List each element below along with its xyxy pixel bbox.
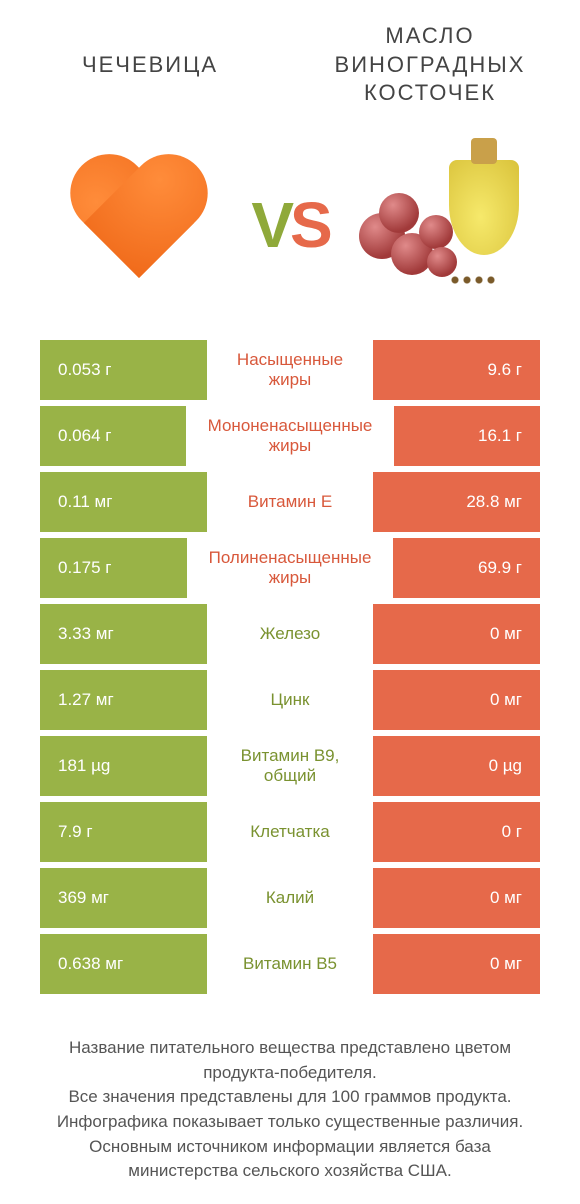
table-row: 1.27 мг Цинк 0 мг — [40, 670, 540, 730]
nutrient-name: Витамин B5 — [239, 954, 341, 974]
nutrient-name: Витамин B9, общий — [225, 746, 356, 786]
left-value-cell: 0.11 мг — [40, 472, 207, 532]
footer-line: Название питательного вещества представл… — [34, 1036, 546, 1085]
nutrient-name-cell: Калий — [207, 868, 374, 928]
grape-oil-icon — [359, 155, 529, 295]
nutrient-name-cell: Мононенасыщенные жиры — [186, 406, 395, 466]
right-value: 69.9 г — [478, 558, 522, 578]
right-value-cell: 0 г — [373, 802, 540, 862]
table-row: 0.175 г Полиненасыщенные жиры 69.9 г — [40, 538, 540, 598]
left-value: 181 µg — [58, 756, 110, 776]
left-value-cell: 0.175 г — [40, 538, 187, 598]
right-value-cell: 0 мг — [373, 670, 540, 730]
vs-label: VS — [251, 188, 328, 262]
nutrient-name: Железо — [256, 624, 324, 644]
left-value: 0.638 мг — [58, 954, 123, 974]
left-product-image — [30, 130, 241, 320]
header: ЧЕЧЕВИЦА МАСЛО ВИНОГРАДНЫХ КОСТОЧЕК — [0, 0, 580, 130]
table-row: 3.33 мг Железо 0 мг — [40, 604, 540, 664]
nutrient-name: Цинк — [267, 690, 314, 710]
left-value-cell: 7.9 г — [40, 802, 207, 862]
product-images-row: VS — [0, 130, 580, 320]
nutrient-name: Полиненасыщенные жиры — [205, 548, 376, 588]
right-value-cell: 0 мг — [373, 604, 540, 664]
left-product-title: ЧЕЧЕВИЦА — [10, 52, 290, 78]
left-value: 3.33 мг — [58, 624, 114, 644]
nutrient-name-cell: Железо — [207, 604, 374, 664]
right-value: 0 г — [502, 822, 522, 842]
nutrient-name-cell: Витамин B5 — [207, 934, 374, 994]
right-value: 28.8 мг — [466, 492, 522, 512]
nutrient-name-cell: Насыщенные жиры — [207, 340, 374, 400]
comparison-table: 0.053 г Насыщенные жиры 9.6 г 0.064 г Мононе… — [0, 320, 580, 994]
table-row: 0.638 мг Витамин B5 0 мг — [40, 934, 540, 994]
right-value: 0 мг — [490, 690, 522, 710]
table-row: 181 µg Витамин B9, общий 0 µg — [40, 736, 540, 796]
right-value-cell: 9.6 г — [373, 340, 540, 400]
left-value-cell: 3.33 мг — [40, 604, 207, 664]
right-value: 9.6 г — [487, 360, 522, 380]
left-value: 0.064 г — [58, 426, 111, 446]
right-value-cell: 69.9 г — [393, 538, 540, 598]
footer-line: Все значения представлены для 100 граммо… — [34, 1085, 546, 1110]
vs-v: V — [251, 188, 290, 262]
vs-s: S — [290, 188, 329, 262]
nutrient-name-cell: Цинк — [207, 670, 374, 730]
left-value-cell: 369 мг — [40, 868, 207, 928]
table-row: 369 мг Калий 0 мг — [40, 868, 540, 928]
nutrient-name-cell: Клетчатка — [207, 802, 374, 862]
footer-line: Основным источником информации является … — [34, 1135, 546, 1184]
table-row: 0.11 мг Витамин E 28.8 мг — [40, 472, 540, 532]
left-value: 1.27 мг — [58, 690, 114, 710]
right-value: 0 мг — [490, 954, 522, 974]
right-product-title: МАСЛО ВИНОГРАДНЫХ КОСТОЧЕК — [290, 22, 570, 108]
right-value-cell: 16.1 г — [394, 406, 540, 466]
nutrient-name: Витамин E — [244, 492, 337, 512]
table-row: 7.9 г Клетчатка 0 г — [40, 802, 540, 862]
right-value-cell: 0 µg — [373, 736, 540, 796]
nutrient-name-cell: Витамин B9, общий — [207, 736, 374, 796]
left-value-cell: 0.053 г — [40, 340, 207, 400]
nutrient-name: Калий — [262, 888, 318, 908]
nutrient-name-cell: Полиненасыщенные жиры — [187, 538, 394, 598]
footer-notes: Название питательного вещества представл… — [0, 1000, 580, 1184]
right-value-cell: 0 мг — [373, 868, 540, 928]
left-value: 369 мг — [58, 888, 109, 908]
right-product-image — [339, 130, 550, 320]
right-value: 0 мг — [490, 888, 522, 908]
nutrient-name-cell: Витамин E — [207, 472, 374, 532]
right-value-cell: 0 мг — [373, 934, 540, 994]
left-value-cell: 0.064 г — [40, 406, 186, 466]
left-value: 7.9 г — [58, 822, 93, 842]
footer-line: Инфографика показывает только существенн… — [34, 1110, 546, 1135]
left-value: 0.11 мг — [58, 492, 112, 512]
nutrient-name: Мононенасыщенные жиры — [204, 416, 377, 456]
left-value: 0.175 г — [58, 558, 111, 578]
lentil-heart-icon — [61, 158, 211, 293]
nutrient-name: Насыщенные жиры — [225, 350, 356, 390]
right-value-cell: 28.8 мг — [373, 472, 540, 532]
left-value-cell: 1.27 мг — [40, 670, 207, 730]
table-row: 0.053 г Насыщенные жиры 9.6 г — [40, 340, 540, 400]
left-value-cell: 181 µg — [40, 736, 207, 796]
table-row: 0.064 г Мононенасыщенные жиры 16.1 г — [40, 406, 540, 466]
left-value-cell: 0.638 мг — [40, 934, 207, 994]
nutrient-name: Клетчатка — [246, 822, 334, 842]
right-value: 0 мг — [490, 624, 522, 644]
right-value: 16.1 г — [478, 426, 522, 446]
left-value: 0.053 г — [58, 360, 111, 380]
right-value: 0 µg — [489, 756, 522, 776]
